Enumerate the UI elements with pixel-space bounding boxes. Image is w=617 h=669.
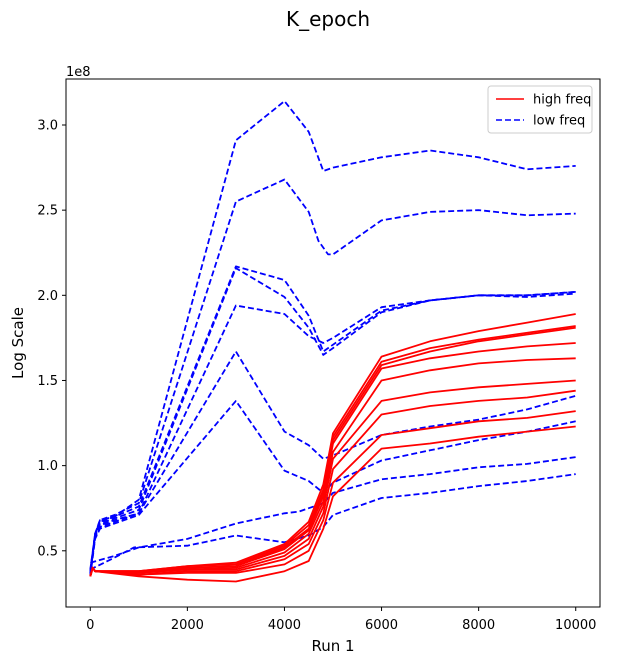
x-tick-label: 10000 — [555, 618, 596, 633]
y-tick-label: 2.5 — [37, 204, 58, 219]
series-line-low-freq-4 — [89, 291, 576, 575]
series-line-low-freq-5 — [89, 350, 576, 575]
x-tick-label: 8000 — [462, 618, 495, 633]
plot-series — [89, 100, 576, 583]
legend-box — [487, 85, 593, 134]
y-tick-label: 3.0 — [37, 118, 58, 133]
series-line-low-freq-1 — [89, 178, 576, 572]
series-line-low-freq-2 — [89, 265, 576, 574]
series-line-high-freq-14 — [89, 379, 576, 577]
x-tick-label: 2000 — [171, 618, 204, 633]
series-line-low-freq-6 — [89, 399, 576, 577]
plot-frame — [65, 78, 601, 608]
y-axis: 0.5 1.0 1.5 2.0 2.5 3.0 — [37, 118, 66, 559]
y-tick-label: 0.5 — [37, 544, 58, 559]
x-tick-label: 4000 — [268, 618, 301, 633]
series-line-low-freq-8 — [89, 473, 576, 571]
y-tick-label: 1.0 — [37, 459, 58, 474]
x-tick-label: 6000 — [365, 618, 398, 633]
chart-title: K_epoch — [286, 7, 370, 31]
x-axis: 0 2000 4000 6000 8000 10000 — [86, 607, 596, 633]
y-tick-label: 1.5 — [37, 374, 58, 389]
series-line-high-freq-17 — [89, 425, 576, 583]
y-offset-label: 1e8 — [66, 65, 91, 80]
legend-label-low-freq: low freq — [533, 114, 585, 129]
legend: high freq low freq — [487, 85, 593, 134]
y-axis-label: Log Scale — [9, 307, 27, 379]
legend-label-high-freq: high freq — [533, 93, 591, 108]
y-tick-label: 2.0 — [37, 289, 58, 304]
x-tick-label: 0 — [86, 618, 94, 633]
series-line-low-freq-7 — [90, 456, 576, 564]
x-axis-label: Run 1 — [311, 637, 354, 655]
